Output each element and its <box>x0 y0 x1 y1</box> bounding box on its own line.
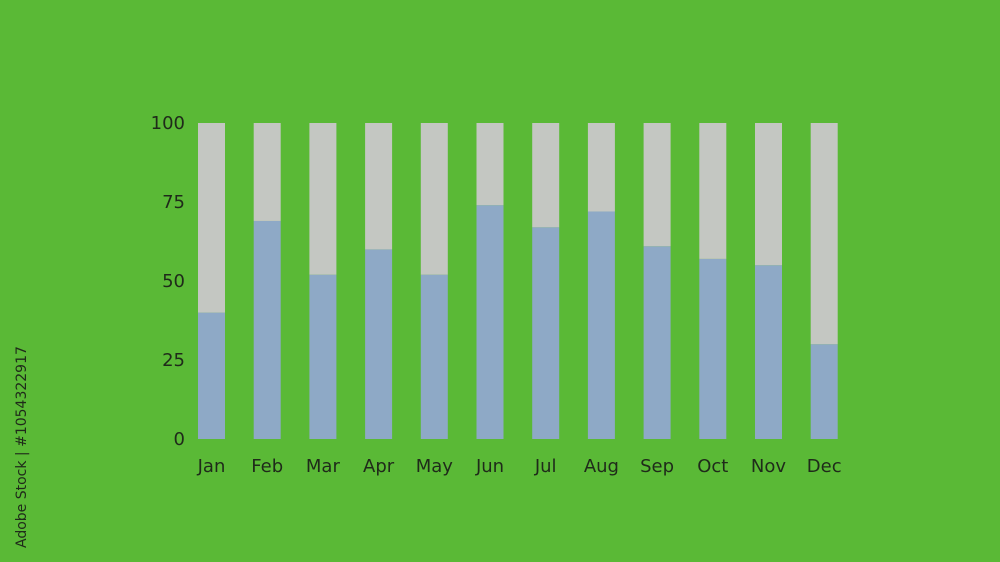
x-tick-label-aug: Aug <box>584 456 619 477</box>
bar-segment-apr-series-1 <box>365 123 393 250</box>
bar-segment-may-series-1 <box>420 123 448 275</box>
x-tick-label-sep: Sep <box>640 456 674 477</box>
bar-segment-jun-series-1 <box>476 123 504 206</box>
bars <box>198 123 838 439</box>
bar-segment-feb-series-0 <box>253 220 281 439</box>
y-tick-label: 75 <box>162 192 185 213</box>
x-tick-label-apr: Apr <box>363 456 395 477</box>
x-tick-label-may: May <box>416 456 454 477</box>
x-tick-label-oct: Oct <box>697 456 728 477</box>
y-tick-label: 25 <box>162 350 185 371</box>
x-tick-label-dec: Dec <box>807 456 842 477</box>
bar-segment-dec-series-1 <box>810 123 838 345</box>
bar-segment-sep-series-0 <box>643 246 671 439</box>
bar-segment-oct-series-1 <box>699 123 727 259</box>
bar-segment-jan-series-0 <box>198 312 225 439</box>
bar-segment-jan-series-1 <box>198 123 225 313</box>
bar-segment-aug-series-1 <box>587 123 615 212</box>
bar-segment-dec-series-0 <box>810 344 838 439</box>
x-tick-label-feb: Feb <box>251 456 283 477</box>
bar-segment-jun-series-0 <box>476 205 504 439</box>
bar-segment-mar-series-1 <box>309 123 337 275</box>
y-tick-label: 0 <box>174 429 185 450</box>
bar-segment-feb-series-1 <box>253 123 281 221</box>
y-axis: 0 25 50 75 100 <box>151 113 185 450</box>
x-axis: Jan Feb Mar Apr May Jun Jul Aug Sep Oct Nov Dec <box>197 456 842 477</box>
x-tick-label-jul: Jul <box>534 456 557 477</box>
bar-segment-nov-series-1 <box>755 123 782 266</box>
bar-segment-apr-series-0 <box>365 249 393 439</box>
bar-segment-sep-series-1 <box>643 123 671 247</box>
y-tick-label: 50 <box>162 271 185 292</box>
x-tick-label-jun: Jun <box>475 456 504 477</box>
bar-segment-may-series-0 <box>420 274 448 439</box>
side-watermark-text: Adobe Stock | #1054322917 <box>14 346 30 548</box>
bar-segment-nov-series-0 <box>755 265 782 439</box>
bar-segment-aug-series-0 <box>587 211 615 439</box>
bar-segment-jul-series-1 <box>532 123 560 228</box>
x-tick-label-mar: Mar <box>306 456 341 477</box>
x-tick-label-jan: Jan <box>197 456 226 477</box>
y-tick-label: 100 <box>151 113 185 134</box>
x-tick-label-nov: Nov <box>751 456 786 477</box>
bar-segment-jul-series-0 <box>532 227 560 439</box>
bar-segment-oct-series-0 <box>699 258 727 439</box>
bar-segment-mar-series-0 <box>309 274 337 439</box>
